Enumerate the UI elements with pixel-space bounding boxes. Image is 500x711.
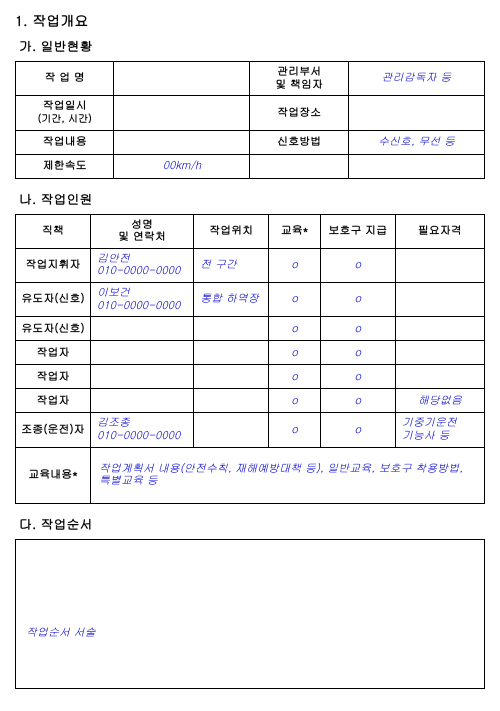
role-cell: 작업자: [16, 341, 91, 365]
role-cell: 조종(운전)자: [16, 413, 91, 447]
date-label: 작업일시(기간, 시간): [16, 96, 114, 130]
content-label: 작업내용: [16, 130, 114, 154]
name-cell: [91, 389, 194, 413]
table-row: 유도자(신호) o o: [16, 317, 485, 341]
place-label: 작업장소: [250, 96, 348, 130]
loc-cell: [194, 317, 269, 341]
work-name-value: [114, 62, 250, 96]
table-row: 작업지휘자 김안전 010-0000-0000 전 구간 o o: [16, 248, 485, 282]
speed-value: 00km/h: [114, 154, 250, 178]
table-row: 조종(운전)자 김조종 010-0000-0000 o o 기중기운전 기능사 …: [16, 413, 485, 447]
gear-header: 보호구 지급: [320, 214, 395, 248]
edu-cell: o: [269, 283, 321, 317]
name-cell: [91, 317, 194, 341]
table-row: 작 업 명 관리부서 및 책임자 관리감독자 등: [16, 62, 485, 96]
dept-label: 관리부서 및 책임자: [250, 62, 348, 96]
sub-a-title: 가. 일반현황: [19, 36, 485, 55]
qual-cell: [395, 341, 484, 365]
table-row: 작업내용 신호방법 수신호, 무선 등: [16, 130, 485, 154]
gear-cell: o: [320, 341, 395, 365]
loc-header: 작업위치: [194, 214, 269, 248]
edu-header: 교육*: [269, 214, 321, 248]
table-row: 작업자 o o 해당없음: [16, 389, 485, 413]
edu-cell: o: [269, 317, 321, 341]
signal-value: 수신호, 무선 등: [348, 130, 484, 154]
dept-value: 관리감독자 등: [348, 62, 484, 96]
edu-cell: o: [269, 365, 321, 389]
order-text: 작업순서 서술: [26, 625, 96, 640]
sub-c-title: 다. 작업순서: [19, 514, 485, 533]
blank-value: [348, 154, 484, 178]
edu-cell: o: [269, 341, 321, 365]
qual-cell: [395, 365, 484, 389]
name-cell: [91, 365, 194, 389]
edu-content-label: 교육내용*: [16, 447, 91, 503]
role-header: 직책: [16, 214, 91, 248]
table-row: 작업일시(기간, 시간) 작업장소: [16, 96, 485, 130]
loc-cell: [194, 341, 269, 365]
loc-cell: [194, 365, 269, 389]
role-cell: 작업지휘자: [16, 248, 91, 282]
loc-cell: 전 구간: [194, 248, 269, 282]
qual-header: 필요자격: [395, 214, 484, 248]
general-table: 작 업 명 관리부서 및 책임자 관리감독자 등 작업일시(기간, 시간) 작업…: [15, 61, 485, 179]
role-cell: 작업자: [16, 365, 91, 389]
gear-cell: o: [320, 413, 395, 447]
qual-cell: [395, 317, 484, 341]
gear-cell: o: [320, 389, 395, 413]
table-row: 작업자 o o: [16, 341, 485, 365]
edu-cell: o: [269, 413, 321, 447]
gear-cell: o: [320, 317, 395, 341]
gear-cell: o: [320, 248, 395, 282]
edu-content-value: 작업계획서 내용(안전수칙, 재해예방대책 등), 일반교육, 보호구 착용방법…: [91, 447, 485, 503]
edu-cell: o: [269, 248, 321, 282]
gear-cell: o: [320, 283, 395, 317]
name-cell: [91, 341, 194, 365]
personnel-table: 직책 성명 및 연락처 작업위치 교육* 보호구 지급 필요자격 작업지휘자 김…: [15, 214, 485, 504]
order-box: 작업순서 서술: [15, 539, 485, 689]
edu-cell: o: [269, 389, 321, 413]
content-value: [114, 130, 250, 154]
qual-cell: [395, 283, 484, 317]
table-header-row: 직책 성명 및 연락처 작업위치 교육* 보호구 지급 필요자격: [16, 214, 485, 248]
role-cell: 유도자(신호): [16, 283, 91, 317]
date-value: [114, 96, 250, 130]
name-header: 성명 및 연락처: [91, 214, 194, 248]
gear-cell: o: [320, 365, 395, 389]
table-row: 교육내용* 작업계획서 내용(안전수칙, 재해예방대책 등), 일반교육, 보호…: [16, 447, 485, 503]
name-cell: 김조종 010-0000-0000: [91, 413, 194, 447]
name-cell: 이보건 010-0000-0000: [91, 283, 194, 317]
loc-cell: [194, 389, 269, 413]
role-cell: 작업자: [16, 389, 91, 413]
loc-cell: [194, 413, 269, 447]
qual-cell: 기중기운전 기능사 등: [395, 413, 484, 447]
table-row: 유도자(신호) 이보건 010-0000-0000 통합 하역장 o o: [16, 283, 485, 317]
table-row: 제한속도 00km/h: [16, 154, 485, 178]
blank-label: [250, 154, 348, 178]
role-cell: 유도자(신호): [16, 317, 91, 341]
speed-label: 제한속도: [16, 154, 114, 178]
table-row: 작업자 o o: [16, 365, 485, 389]
work-name-label: 작 업 명: [16, 62, 114, 96]
loc-cell: 통합 하역장: [194, 283, 269, 317]
section-title: 1. 작업개요: [15, 10, 485, 30]
qual-cell: [395, 248, 484, 282]
place-value: [348, 96, 484, 130]
qual-cell: 해당없음: [395, 389, 484, 413]
name-cell: 김안전 010-0000-0000: [91, 248, 194, 282]
sub-b-title: 나. 작업인원: [19, 189, 485, 208]
signal-label: 신호방법: [250, 130, 348, 154]
